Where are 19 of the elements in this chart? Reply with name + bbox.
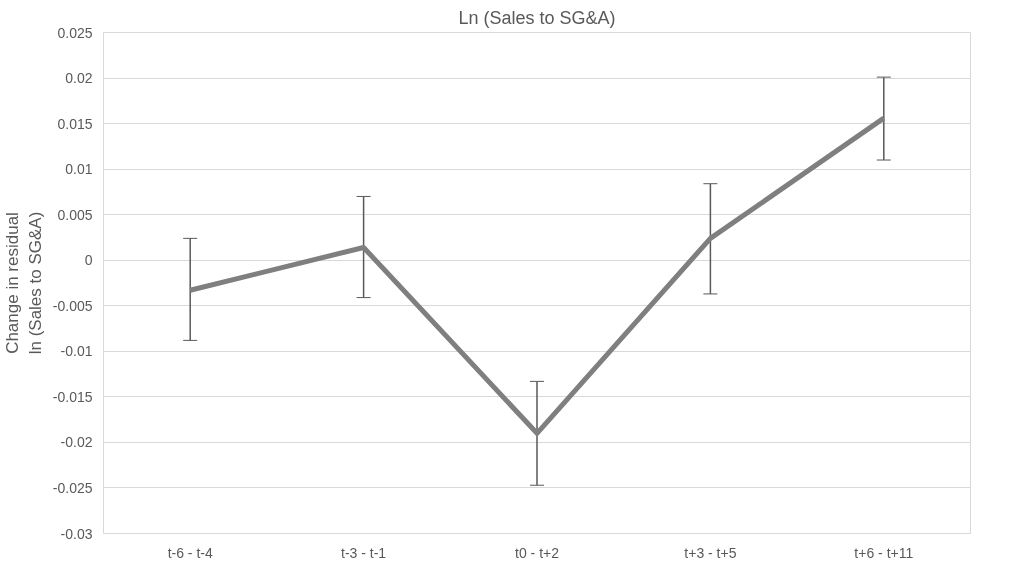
- y-tick-label: 0.005: [57, 206, 93, 223]
- y-tick-label: -0.03: [60, 525, 93, 542]
- y-tick-label: -0.015: [52, 388, 93, 405]
- y-tick-label: 0.025: [57, 24, 93, 41]
- y-tick-label: 0.015: [57, 115, 93, 132]
- y-tick-label: 0.02: [65, 70, 93, 87]
- y-axis-title: Change in residual ln (Sales to SG&A): [3, 211, 45, 355]
- chart-title: Ln (Sales to SG&A): [458, 7, 616, 28]
- y-tick-label: -0.025: [52, 479, 93, 496]
- y-tick-label: 0.01: [65, 161, 93, 178]
- y-tick-label: -0.005: [52, 297, 93, 314]
- y-tick-label: 0: [84, 252, 93, 269]
- y-tick-label: -0.01: [60, 343, 93, 360]
- y-tick-label: -0.02: [60, 434, 93, 451]
- x-tick-label: t-6 - t-4: [167, 544, 213, 561]
- x-tick-label: t-3 - t-1: [341, 544, 387, 561]
- x-tick-label: t+6 - t+11: [854, 544, 914, 561]
- x-tick-label: t+3 - t+5: [684, 544, 737, 561]
- x-tick-label: t0 - t+2: [515, 544, 560, 561]
